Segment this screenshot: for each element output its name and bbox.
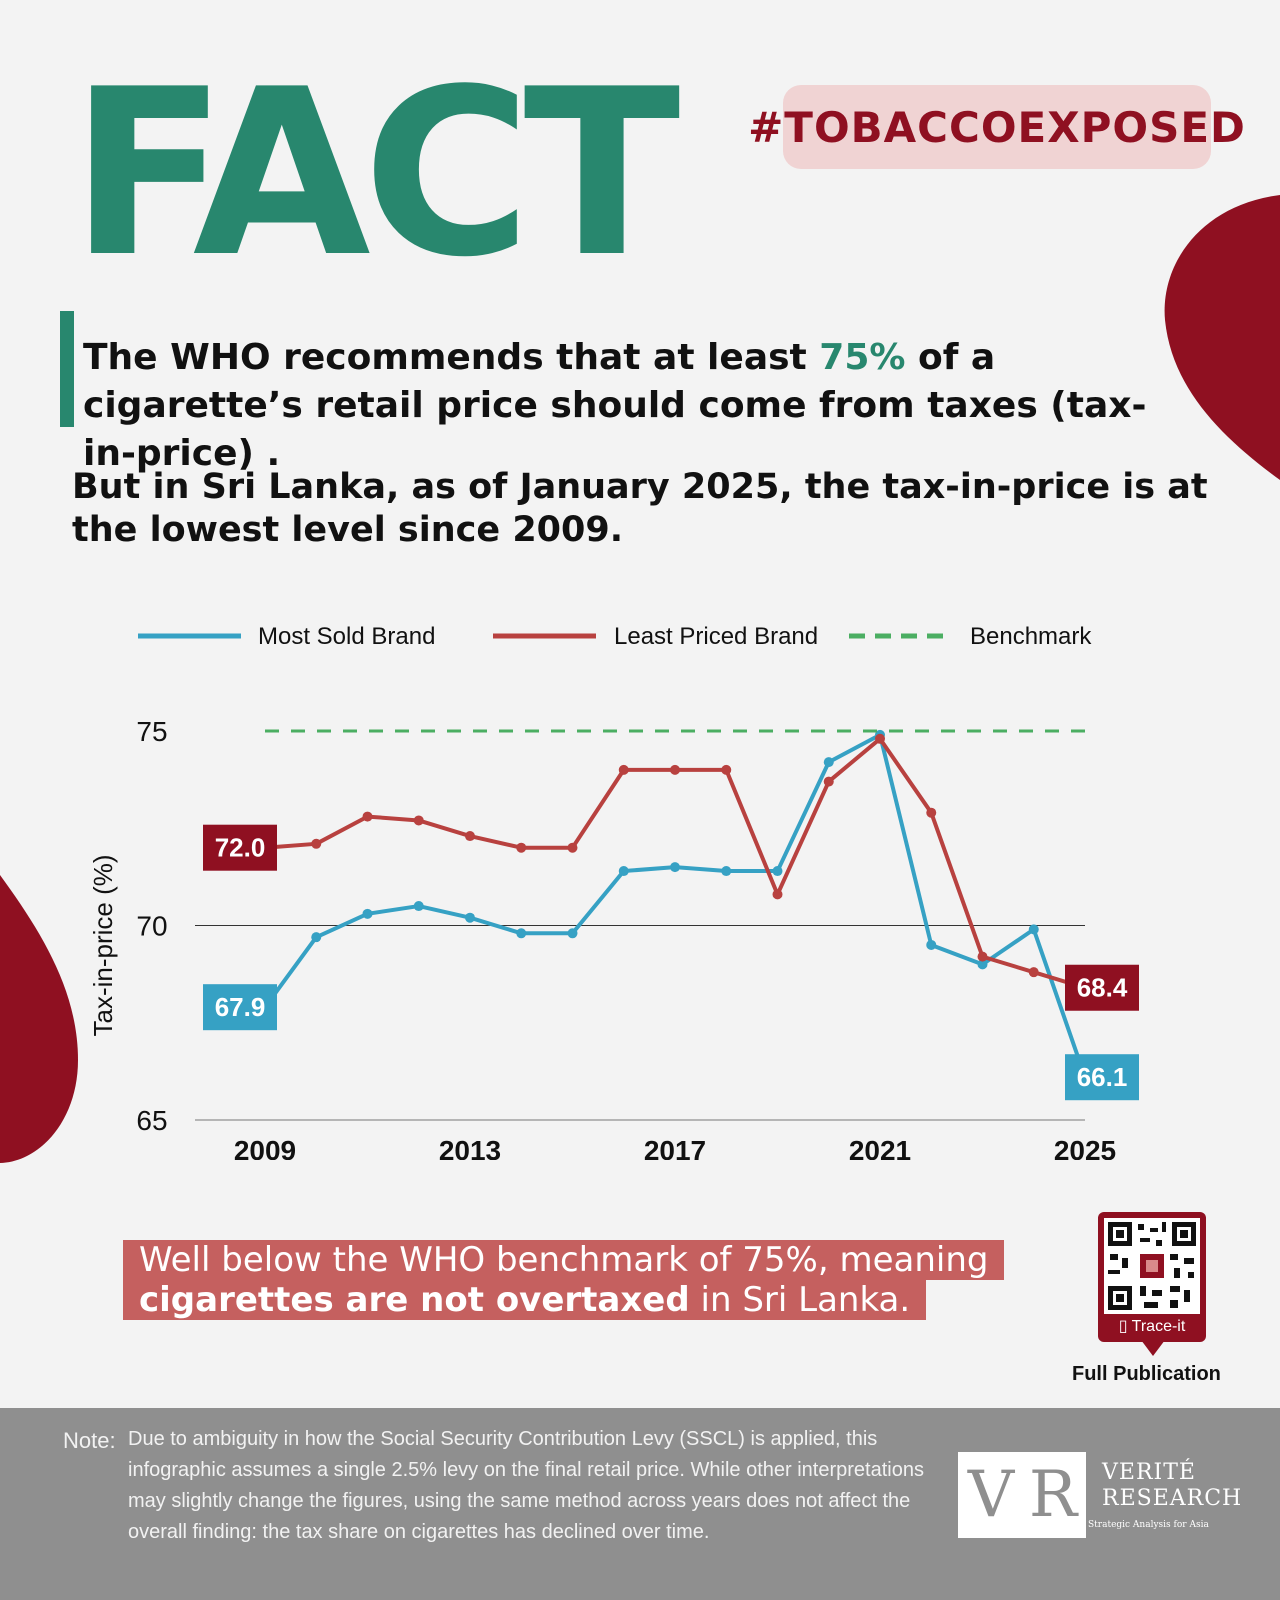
hashtag-badge: #TOBACCOEXPOSED [748,85,1245,169]
qr-label: ▯ Trace-it [1118,1318,1186,1335]
tax-in-price-chart: 65 70 75 2009 2013 2017 2021 2025 Tax-in-price (… [88,623,1139,1160]
legend-label-2: Benchmark [970,623,1092,650]
who-statement: The WHO recommends that at least 75% of … [83,334,1163,478]
series-point-1-3 [413,815,424,826]
data-label-0-0: 67.9 [215,992,266,1022]
logo-v-mark: V [958,1452,1024,1538]
series-point-0-8 [670,862,680,873]
series-point-0-2 [362,908,373,919]
series-point-1-2 [362,811,373,822]
statement-before: The WHO recommends that at least [83,337,820,378]
series-point-1-15 [1028,967,1039,978]
callout-bold: cigarettes are not overtaxed [139,1280,690,1320]
x-tick-label-2017: 2017 [644,1135,706,1160]
x-tick-label-2013: 2013 [439,1135,501,1160]
qr-code-card[interactable]: ▯ Trace-it [1098,1212,1206,1342]
note-text: Due to ambiguity in how the Social Secur… [128,1428,924,1543]
data-label-1-0: 72.0 [215,833,266,863]
full-publication-link[interactable]: Full Publication [1072,1363,1221,1385]
statement-after: of a cigarette’s retail price should com… [83,337,1147,474]
qr-code-icon [1104,1218,1200,1314]
logo-tagline: Strategic Analysis for Asia [1088,1520,1209,1530]
verite-research-logo: V R VERITÉ RESEARCH Strategic Analysis fo… [958,1452,1241,1538]
data-label-box-0-0 [203,984,277,1031]
callout-line1: Well below the WHO benchmark of 75%, mea… [123,1240,1005,1280]
series-point-0-11 [823,757,834,768]
qr-pointer [1141,1340,1165,1356]
series-point-0-1 [311,932,322,943]
decorative-blob-left [0,875,78,1163]
data-label-0-16: 66.1 [1077,1062,1128,1092]
series-point-0-14 [977,959,988,970]
series-point-0-15 [1028,924,1039,935]
logo-name: VERITÉ RESEARCH [1102,1460,1243,1511]
series-point-1-12 [875,733,885,744]
series-point-1-10 [772,889,783,900]
series-point-1-13 [926,807,937,818]
y-tick-label-65: 65 [136,1105,167,1136]
data-label-box-1-0 [203,824,277,871]
series-point-0-3 [413,901,424,912]
fact-title: FACT [70,41,680,308]
x-tick-label-2025: 2025 [1054,1135,1116,1160]
statement-highlight: 75% [819,337,906,378]
data-label-1-16: 68.4 [1077,973,1128,1003]
logo-r-mark: R [1020,1452,1086,1538]
decorative-blob-right [1164,195,1280,480]
series-point-0-5 [516,928,527,939]
y-tick-label-75: 75 [136,716,167,747]
series-line-0 [263,732,1087,1078]
phone-icon: ▯ [1118,1318,1132,1335]
x-tick-label-2009: 2009 [234,1135,296,1160]
x-tick-label-2021: 2021 [849,1135,911,1160]
series-point-1-7 [618,764,629,775]
legend-label-0: Most Sold Brand [258,623,435,650]
data-label-box-1-16 [1065,964,1139,1011]
legend-label-1: Least Priced Brand [614,623,818,650]
accent-bar [60,311,74,427]
series-point-1-8 [670,764,680,775]
series-point-0-6 [567,928,578,939]
callout-rest: in Sri Lanka. [689,1280,911,1320]
series-point-0-10 [772,866,783,877]
series-point-1-6 [567,842,578,853]
series-point-1-1 [311,838,322,849]
series-point-0-7 [618,866,629,877]
note-label: Note: [63,1428,116,1453]
callout-box: Well below the WHO benchmark of 75%, mea… [123,1240,1005,1320]
data-label-box-0-16 [1065,1054,1139,1101]
series-point-1-9 [721,764,732,775]
sri-lanka-subheadline: But in Sri Lanka, as of January 2025, th… [72,467,1208,550]
series-point-0-4 [465,912,475,923]
series-point-1-14 [977,951,988,962]
series-point-0-13 [926,939,937,950]
series-point-0-9 [721,866,732,877]
series-point-1-4 [465,831,475,842]
series-point-1-5 [516,842,527,853]
y-tick-label-70: 70 [136,911,167,942]
y-axis-label: Tax-in-price (%) [88,854,118,1036]
series-point-1-11 [823,776,834,787]
